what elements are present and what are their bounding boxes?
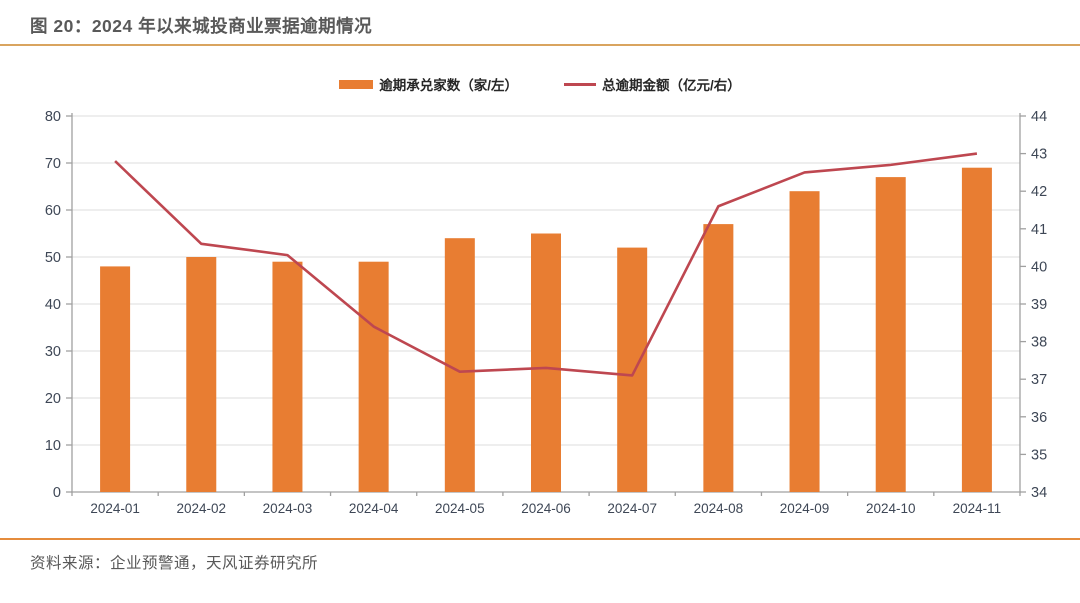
figure-title: 图 20：2024 年以来城投商业票据逾期情况 [30,16,373,36]
right-axis-tick-label: 40 [1031,259,1047,275]
right-axis-tick-label: 36 [1031,410,1047,426]
right-axis-tick-label: 37 [1031,372,1047,388]
legend-label: 总逾期金额（亿元/右） [602,78,741,93]
left-axis-tick-label: 70 [45,156,61,172]
title-divider [0,44,1080,46]
x-axis-category-label: 2024-02 [176,501,226,516]
right-axis-tick-label: 44 [1031,109,1047,125]
x-axis-category-label: 2024-06 [521,501,571,516]
x-axis-category-label: 2024-05 [435,501,485,516]
left-axis-tick-label: 0 [53,485,61,501]
bar [789,191,820,492]
bar [617,247,648,492]
bar [531,233,561,492]
source-divider [0,538,1080,540]
left-axis-tick-label: 10 [45,438,61,454]
left-axis-tick-label: 60 [45,203,61,219]
legend-label: 逾期承兑家数（家/左） [379,78,518,93]
left-axis-tick-label: 20 [45,391,61,407]
x-axis-category-label: 2024-11 [953,501,1002,516]
right-axis-tick-label: 39 [1031,297,1047,313]
bar [961,167,992,492]
x-axis-category-label: 2024-01 [90,501,140,516]
x-axis-category-label: 2024-10 [866,501,916,516]
right-axis-tick-label: 43 [1031,147,1047,163]
bar [272,261,303,492]
left-axis-tick-label: 80 [45,109,61,125]
bar [875,177,906,492]
right-axis-tick-label: 35 [1031,447,1047,463]
bar [358,261,389,492]
bar [186,257,217,492]
line-series [114,152,978,377]
left-axis-tick-label: 30 [45,344,61,360]
right-axis-tick-label: 38 [1031,335,1047,351]
bar [100,266,131,492]
x-axis-category-label: 2024-03 [263,501,313,516]
right-axis-tick-label: 42 [1031,184,1047,200]
x-axis-category-label: 2024-08 [694,501,744,516]
line-series-swatch-icon [564,82,596,86]
source-note: 资料来源：企业预警通，天风证券研究所 [30,555,319,572]
left-axis-tick-label: 40 [45,297,61,313]
x-axis-category-label: 2024-09 [780,501,830,516]
legend-item-line-series: 总逾期金额（亿元/右） [564,74,741,94]
legend-item-bar-series: 逾期承兑家数（家/左） [339,74,518,94]
x-axis-category-label: 2024-07 [607,501,657,516]
x-axis-category-label: 2024-04 [349,501,399,516]
bar-series-swatch-icon [339,79,374,89]
right-axis-tick-label: 41 [1031,222,1047,238]
left-axis-tick-label: 50 [45,250,61,266]
right-axis-tick-label: 34 [1031,485,1047,501]
chart-legend: 逾期承兑家数（家/左） 总逾期金额（亿元/右） [0,74,1080,94]
bar [703,224,734,492]
